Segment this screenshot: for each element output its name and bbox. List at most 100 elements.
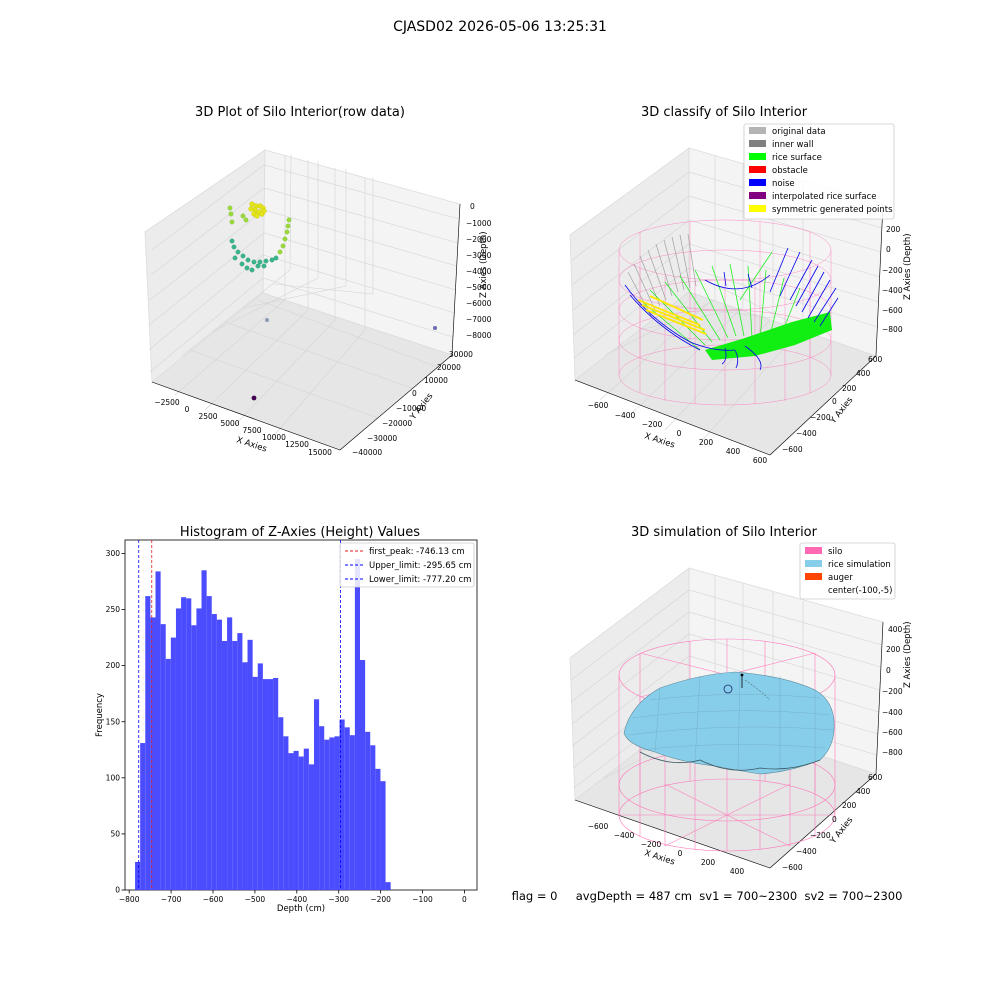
panel-classify-legend: original data inner wall rice surface obsta… <box>743 123 895 220</box>
svg-text:−10000: −10000 <box>396 404 426 413</box>
histogram-bar <box>278 717 284 890</box>
histogram-bar <box>273 677 279 890</box>
panel-classify-symmetric-points <box>637 295 707 335</box>
histogram-bar <box>319 726 325 890</box>
svg-text:12500: 12500 <box>285 440 309 449</box>
classify-legend-swatch <box>749 205 766 212</box>
histogram-bar <box>186 598 192 890</box>
svg-text:0: 0 <box>832 397 837 406</box>
svg-text:2500: 2500 <box>198 412 217 421</box>
histogram-bar <box>298 756 304 890</box>
sim-legend-swatch <box>805 573 822 580</box>
classify-legend-label: noise <box>772 179 795 189</box>
panel-raw-yticks: −40000 −30000 −20000 −10000 0 10000 2000… <box>352 350 473 457</box>
histogram-ytick-label: 0 <box>115 886 120 895</box>
histogram-bar <box>324 739 330 890</box>
histogram-bar <box>354 559 361 890</box>
histogram-bar <box>145 596 151 890</box>
panel-classify-title: 3D classify of Silo Interior <box>641 105 808 120</box>
histogram-bar <box>216 619 222 890</box>
classify-legend-swatch <box>749 127 766 134</box>
sim-legend-label: auger <box>828 573 853 583</box>
svg-text:−800: −800 <box>882 748 903 757</box>
svg-text:−600: −600 <box>882 728 903 737</box>
sim-legend-label: silo <box>828 547 842 557</box>
histogram-bar <box>237 633 243 890</box>
histogram-bar <box>262 679 268 890</box>
histogram-bar <box>206 596 212 890</box>
histogram-xtick-label: −400 <box>287 895 308 904</box>
histogram-panel: Histogram of Z-Axies (Height) Values −80… <box>95 525 478 914</box>
svg-text:−400: −400 <box>882 286 903 295</box>
svg-text:200: 200 <box>699 438 714 447</box>
histogram-xtick-label: −600 <box>203 895 224 904</box>
histogram-bar <box>181 597 187 890</box>
histogram-bar <box>360 660 366 890</box>
classify-legend-swatch <box>749 179 766 186</box>
sim-legend-swatches: silo rice simulation auger center(-100,-5) <box>805 547 892 596</box>
histogram-bar <box>257 663 263 890</box>
sim-legend-label: center(-100,-5) <box>828 586 892 596</box>
panel-sim-legend: silo rice simulation auger center(-100,-5) <box>799 542 896 600</box>
classify-legend-swatch <box>749 140 766 147</box>
panel-classify-noise <box>624 247 839 371</box>
svg-text:0: 0 <box>677 429 682 438</box>
svg-text:0: 0 <box>678 849 683 858</box>
histogram-legend-label: Lower_limit: -777.20 cm <box>369 575 471 585</box>
histogram-ytick-label: 250 <box>106 605 121 614</box>
panel-raw-title: 3D Plot of Silo Interior(row data) <box>195 105 405 120</box>
svg-text:200: 200 <box>701 858 716 867</box>
histogram-ylabel: Frequency <box>95 693 105 737</box>
histogram-bar <box>150 617 156 890</box>
svg-text:0: 0 <box>470 202 475 211</box>
panel-raw-3d: 3D Plot of Silo Interior(row data) <box>144 105 492 457</box>
panel-sim-auger <box>723 673 771 701</box>
histogram-bar <box>191 625 197 890</box>
histogram-bar <box>334 736 340 890</box>
svg-text:0: 0 <box>886 666 891 675</box>
panel-classify-zlabel: Z Axies (Depth) <box>903 233 913 300</box>
svg-text:200: 200 <box>886 225 901 234</box>
histogram-bar <box>252 676 258 890</box>
svg-text:400: 400 <box>856 787 871 796</box>
svg-text:−6000: −6000 <box>466 299 492 308</box>
histogram-xlabel: Depth (cm) <box>277 904 325 914</box>
panel-raw-points <box>227 201 437 401</box>
svg-text:7500: 7500 <box>242 426 261 435</box>
svg-text:−40000: −40000 <box>352 448 382 457</box>
panel-classify-rice-bottom <box>705 312 832 360</box>
svg-text:−7000: −7000 <box>466 315 492 324</box>
svg-text:−400: −400 <box>882 708 903 717</box>
panel-sim-title: 3D simulation of Silo Interior <box>631 525 818 540</box>
panel-raw-zticks: 0 −1000 −2000 −3000 −4000 −5000 −6000 −7… <box>466 202 492 340</box>
histogram-bar <box>293 750 299 890</box>
histogram-xtick-label: −100 <box>412 895 433 904</box>
histogram-xtick-label: −300 <box>328 895 349 904</box>
svg-text:600: 600 <box>868 355 883 364</box>
histogram-bar <box>160 624 166 890</box>
svg-text:200: 200 <box>842 801 857 810</box>
histogram-xtick-label: −800 <box>119 895 140 904</box>
svg-text:−200: −200 <box>810 831 831 840</box>
histogram-bar <box>370 745 376 890</box>
histogram-bar <box>385 882 391 890</box>
svg-text:−4000: −4000 <box>466 267 492 276</box>
classify-legend-swatch <box>749 192 766 199</box>
svg-text:−600: −600 <box>782 445 803 454</box>
panel-classify-zticks: 200 0 −200 −400 −600 −800 <box>882 225 903 334</box>
histogram-bar <box>349 735 355 890</box>
histogram-bar <box>308 764 314 890</box>
svg-text:400: 400 <box>730 867 745 876</box>
svg-text:−600: −600 <box>882 306 903 315</box>
svg-text:15000: 15000 <box>308 448 332 457</box>
classify-legend-label: interpolated rice surface <box>772 192 877 202</box>
panel-sim-xticks: −600 −400 −200 0 200 400 <box>588 822 745 876</box>
histogram-bar <box>232 640 238 890</box>
histogram-xtick-label: −500 <box>245 895 266 904</box>
histogram-ytick-label: 100 <box>106 773 121 782</box>
status-line: flag = 0 avgDepth = 487 cm sv1 = 700~230… <box>512 889 903 903</box>
panel-raw-xticks: −2500 0 2500 5000 7500 10000 12500 15000 <box>154 398 332 457</box>
sim-legend-swatch <box>805 547 822 554</box>
classify-legend-label: symmetric generated points <box>772 205 893 215</box>
histogram-bar <box>283 736 289 890</box>
